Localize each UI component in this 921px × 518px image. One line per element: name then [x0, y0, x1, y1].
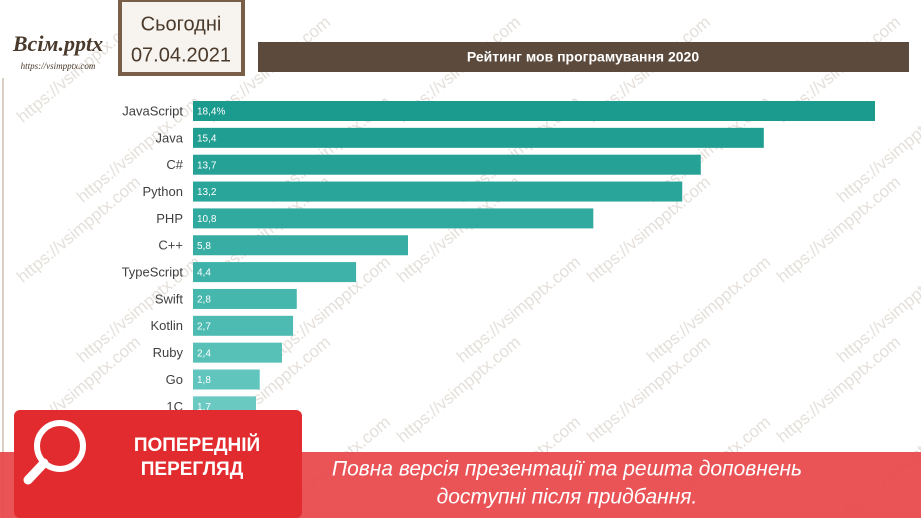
category-label: Python	[143, 184, 183, 199]
badge-line: ПОПЕРЕДНІЙ	[134, 434, 260, 456]
logo-url: https://vsimpptx.com	[21, 61, 96, 71]
bar	[193, 288, 297, 309]
value-label: 2,8	[197, 295, 211, 306]
category-label: Go	[166, 372, 183, 387]
magnifier-handle	[23, 458, 49, 485]
preview-badge	[14, 410, 302, 518]
badge-line: ПЕРЕГЛЯД	[141, 459, 244, 480]
category-label: JavaScript	[122, 103, 183, 118]
value-label: 4,4	[197, 268, 211, 279]
bar	[193, 181, 683, 202]
category-label: Swift	[155, 291, 184, 306]
value-label: 15,4	[197, 133, 217, 144]
date: 07.04.2021	[131, 44, 231, 66]
bar	[193, 369, 260, 390]
value-label: 13,7	[197, 160, 217, 171]
banner-text: Повна версія презентації та решта доповн…	[332, 458, 802, 481]
today: Сьогодні	[141, 13, 222, 35]
value-label: 1,7	[197, 402, 211, 413]
logo: Всім.pptx	[12, 31, 103, 56]
category-label: PHP	[156, 211, 183, 226]
bar	[193, 235, 408, 256]
value-label: 1,8	[197, 375, 211, 386]
value-label: 13,2	[197, 187, 217, 198]
category-label: Kotlin	[150, 318, 183, 333]
value-label: 5,8	[197, 241, 211, 252]
bar	[193, 154, 701, 175]
bar	[193, 262, 357, 283]
bar	[193, 127, 764, 148]
bar	[193, 342, 282, 363]
category-label: TypeScript	[122, 265, 184, 280]
bar	[193, 208, 594, 229]
value-label: 10,8	[197, 214, 217, 225]
category-label: C#	[166, 157, 183, 172]
title-bar	[258, 42, 909, 72]
chart-title: Рейтинг мов програмування 2020	[467, 49, 699, 65]
bar	[193, 315, 294, 336]
value-label: 2,4	[197, 348, 211, 359]
magnifier-icon	[34, 420, 86, 472]
date-box-inner	[122, 2, 241, 72]
category-label: Ruby	[153, 345, 184, 360]
category-label: Java	[156, 130, 184, 145]
value-label: 18,4%	[197, 107, 225, 118]
bar	[193, 101, 875, 121]
category-label: C++	[158, 238, 183, 253]
banner-text: доступні після придбання.	[437, 486, 698, 509]
value-label: 2,7	[197, 321, 211, 332]
